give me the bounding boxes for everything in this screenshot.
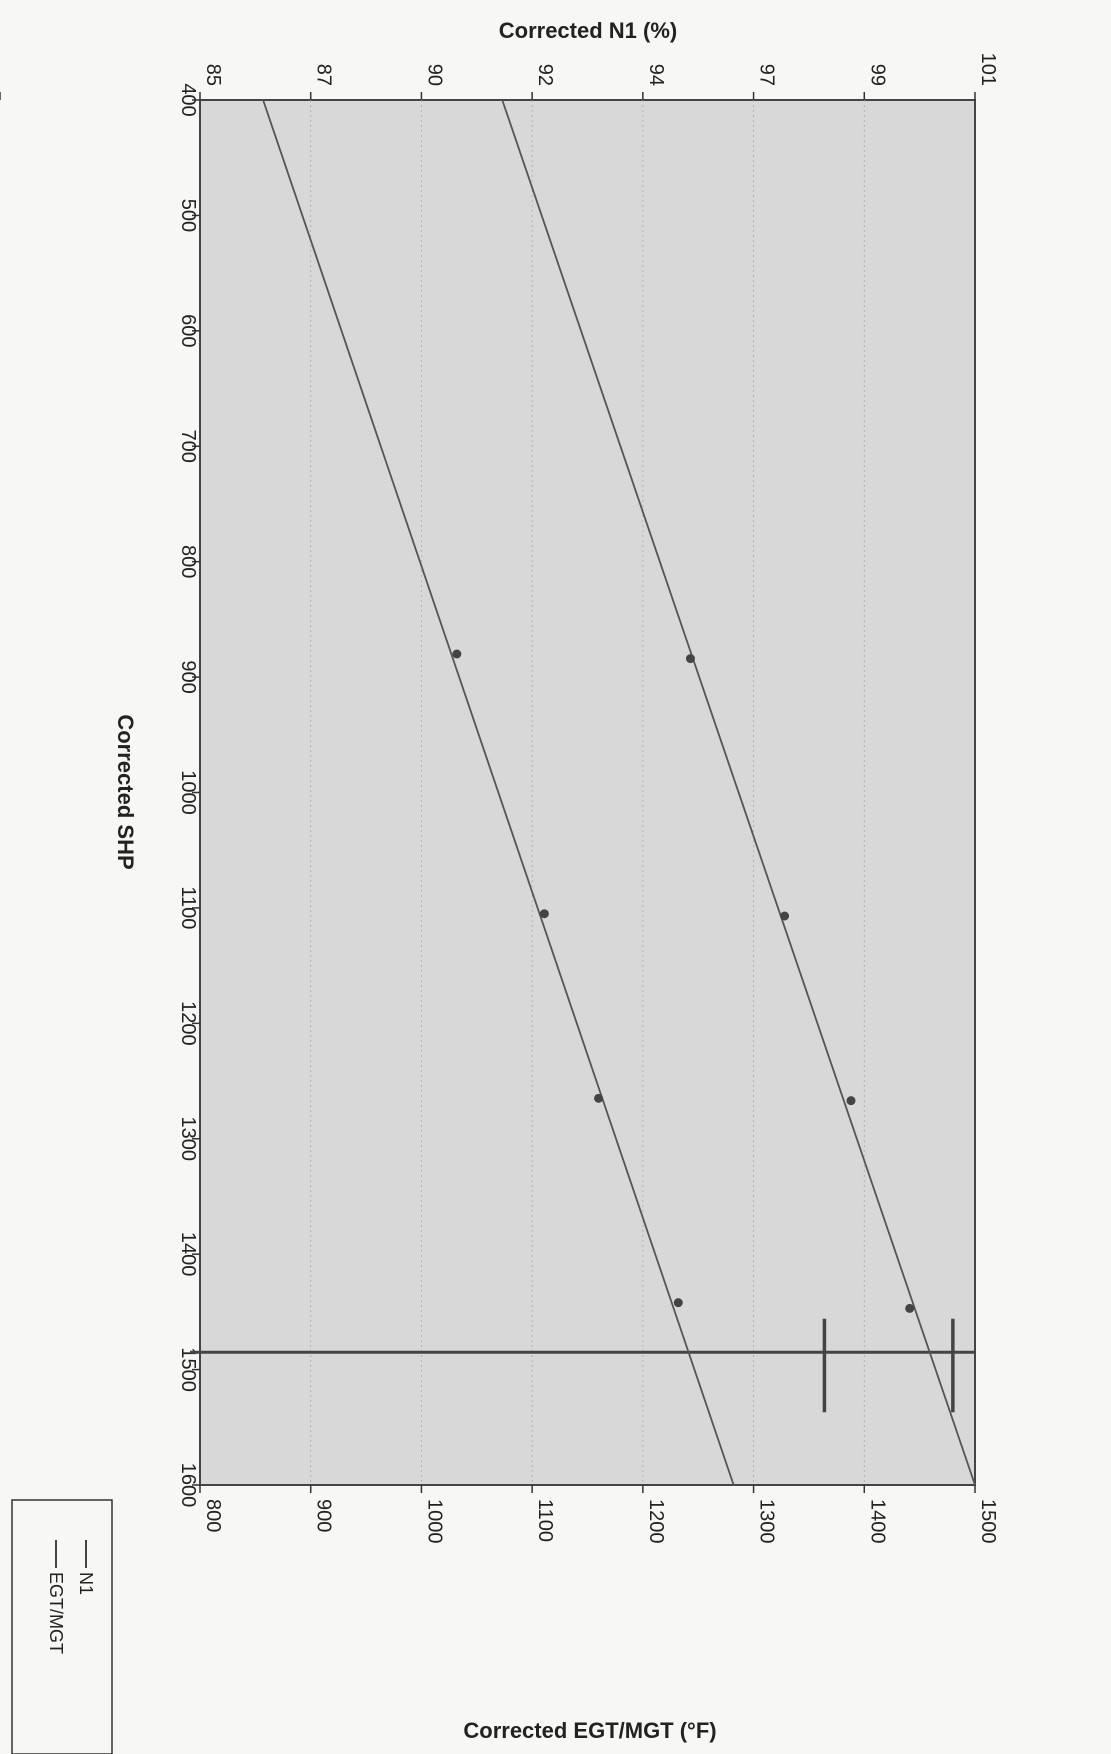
data-point-egt-mgt <box>539 909 549 919</box>
x-tick-label: 1500 <box>177 1347 199 1392</box>
right-tick-label: 99 <box>866 64 888 86</box>
left-axis-title: Corrected EGT/MGT (°F) <box>463 1718 716 1743</box>
right-tick-label: 94 <box>645 64 667 86</box>
x-tick-label: 700 <box>177 430 199 463</box>
x-tick-label: 1600 <box>177 1463 199 1508</box>
data-point-egt-mgt <box>452 649 462 659</box>
right-axis-ticks: 85879092949799101104 <box>0 53 999 100</box>
x-axis-ticks: 400 500 600 700 800 900 1000 1100 1200 1300 1400 15… <box>177 83 200 1507</box>
series-line-n1 <box>501 99 976 1486</box>
x-tick-label: 1400 <box>177 1232 199 1277</box>
left-tick-label: 1100 <box>534 1499 556 1542</box>
right-tick-label: 90 <box>423 64 445 86</box>
left-tick-label: 1400 <box>866 1499 888 1544</box>
data-point-n1 <box>846 1096 856 1106</box>
right-tick-label: 97 <box>756 64 778 86</box>
left-tick-label: 1200 <box>645 1499 667 1544</box>
left-tick-label: 800 <box>202 1499 224 1532</box>
left-tick-label: 1000 <box>423 1499 445 1544</box>
data-point-n1 <box>685 654 695 664</box>
data-point-egt-mgt <box>673 1298 683 1308</box>
x-tick-label: 500 <box>177 199 199 232</box>
series-layer <box>262 99 976 1486</box>
x-tick-label: 400 <box>177 83 199 116</box>
x-tick-label: 1000 <box>177 770 199 815</box>
x-tick-label: 900 <box>177 660 199 693</box>
series-line-egt-mgt <box>262 99 735 1486</box>
x-tick-label: 1100 <box>177 886 199 929</box>
x-tick-label: 1200 <box>177 1001 199 1045</box>
data-point-n1 <box>905 1303 915 1313</box>
right-tick-label: 87 <box>313 64 335 86</box>
legend-label-n1: N1 <box>76 1572 96 1595</box>
reference-lines <box>190 1318 975 1413</box>
data-point-n1 <box>780 911 790 921</box>
data-point-egt-mgt <box>594 1093 604 1103</box>
left-tick-label: 1500 <box>977 1499 999 1544</box>
legend: N1 EGT/MGT <box>11 1499 113 1754</box>
right-tick-label: 101 <box>977 53 999 86</box>
legend-box <box>11 1499 113 1754</box>
grid <box>310 100 865 1485</box>
left-axis-ticks: 800 900 1000 1100 1200 1300 1400 1500 <box>199 1485 999 1544</box>
plot-background <box>199 99 976 1486</box>
legend-label-egt: EGT/MGT <box>46 1572 66 1654</box>
x-tick-label: 600 <box>177 314 199 347</box>
right-axis-title: Corrected N1 (%) <box>499 18 677 43</box>
x-tick-label: 800 <box>177 545 199 578</box>
x-tick-label: 1300 <box>177 1117 199 1162</box>
right-tick-label: 85 <box>202 64 224 86</box>
left-tick-label: 900 <box>313 1499 335 1532</box>
left-tick-label: 1300 <box>756 1499 778 1544</box>
x-axis-title: Corrected SHP <box>113 714 138 869</box>
right-tick-label: 92 <box>534 64 556 86</box>
